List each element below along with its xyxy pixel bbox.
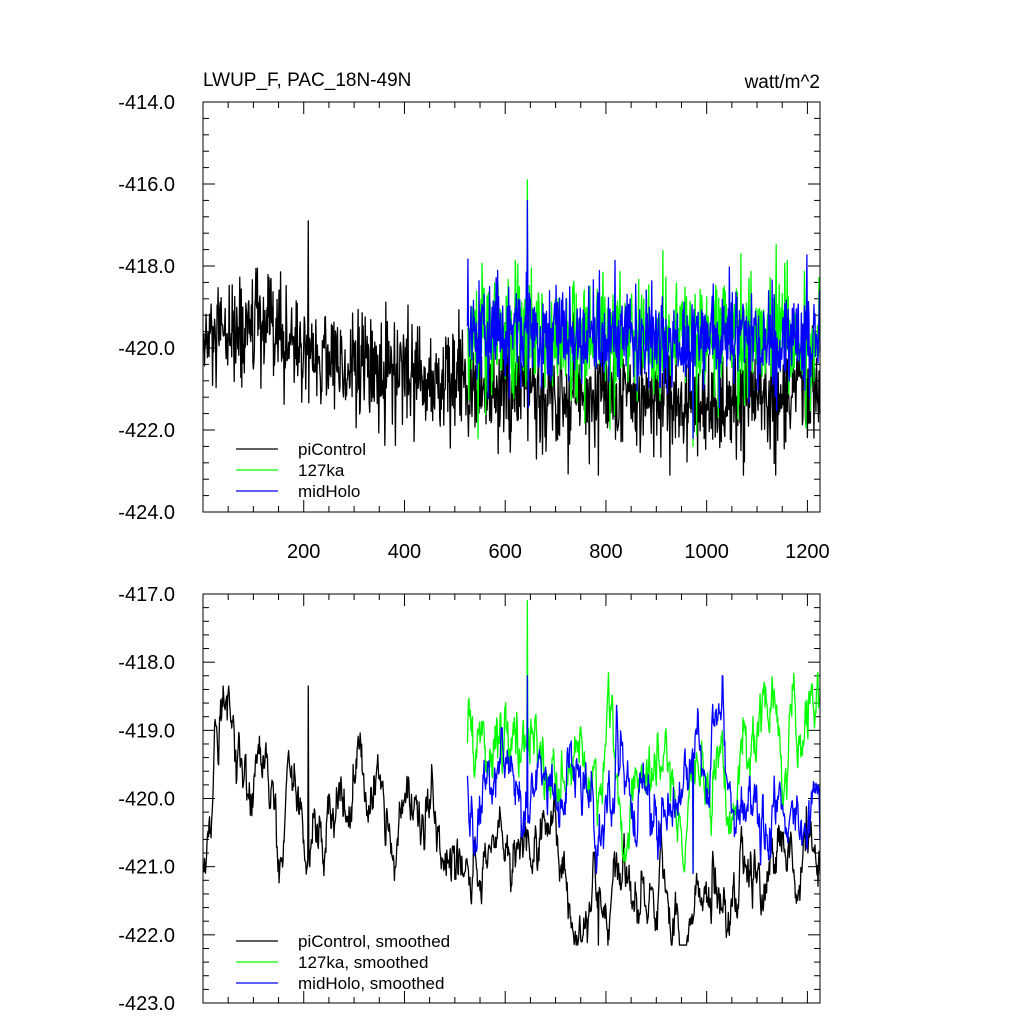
y-tick-label: -422.0 (118, 925, 175, 947)
series-line-picontrol-smoothed (202, 685, 821, 946)
top-panel-series (202, 179, 821, 476)
y-tick-label: -421.0 (118, 857, 175, 879)
y-tick-label: -422.0 (118, 420, 175, 442)
x-tick-label: 200 (287, 541, 320, 563)
bottom-panel-grid-ticks: -417.0 -418.0 -419.0 -420.0 -421.0 -422.0 -423… (118, 584, 820, 1015)
y-tick-label: -418.0 (118, 652, 175, 674)
y-tick-label: -420.0 (118, 338, 175, 360)
x-tick-label: 1000 (684, 541, 729, 563)
y-tick-label: -420.0 (118, 789, 175, 811)
series-line-127ka-smoothed (466, 600, 821, 875)
x-tick-label: 400 (388, 541, 421, 563)
series-line-127ka (466, 179, 821, 448)
y-tick-label: -417.0 (118, 584, 175, 606)
legend-label: piControl, smoothed (298, 932, 450, 951)
legend-label: midHolo (298, 482, 360, 501)
legend-label: midHolo, smoothed (298, 974, 444, 993)
legend-label: 127ka, smoothed (298, 953, 428, 972)
y-tick-label: -423.0 (118, 993, 175, 1015)
bottom-panel-series (202, 600, 821, 946)
y-tick-label: -419.0 (118, 720, 175, 742)
x-tick-label: 800 (589, 541, 622, 563)
top-panel-title: LWUP_F, PAC_18N-49N (203, 70, 411, 91)
bottom-panel-legend: piControl, smoothed 127ka, smoothed midHol… (236, 932, 450, 993)
y-tick-label: -416.0 (118, 174, 175, 196)
x-tick-label: 1200 (785, 541, 830, 563)
top-panel-plot-frame (202, 101, 821, 513)
series-line-midholo (466, 199, 821, 439)
top-panel: LWUP_F, PAC_18N-49N watt/m^2 -414.0 -416.… (118, 70, 829, 563)
legend-label: 127ka (298, 461, 345, 480)
bottom-panel: -417.0 -418.0 -419.0 -420.0 -421.0 -422.0 -423… (118, 584, 821, 1015)
x-tick-label: 600 (489, 541, 522, 563)
y-tick-label: -418.0 (118, 256, 175, 278)
y-tick-label: -424.0 (118, 502, 175, 524)
legend-label: piControl (298, 440, 366, 459)
top-panel-legend: piControl 127ka midHolo (236, 440, 366, 501)
top-panel-grid-ticks: -414.0 -416.0 -418.0 -420.0 -422.0 -424.0 200 4… (118, 92, 829, 563)
bottom-panel-plot-frame (202, 593, 821, 1004)
y-tick-label: -414.0 (118, 92, 175, 114)
series-line-midholo-smoothed (466, 675, 821, 875)
top-panel-units: watt/m^2 (744, 72, 820, 93)
